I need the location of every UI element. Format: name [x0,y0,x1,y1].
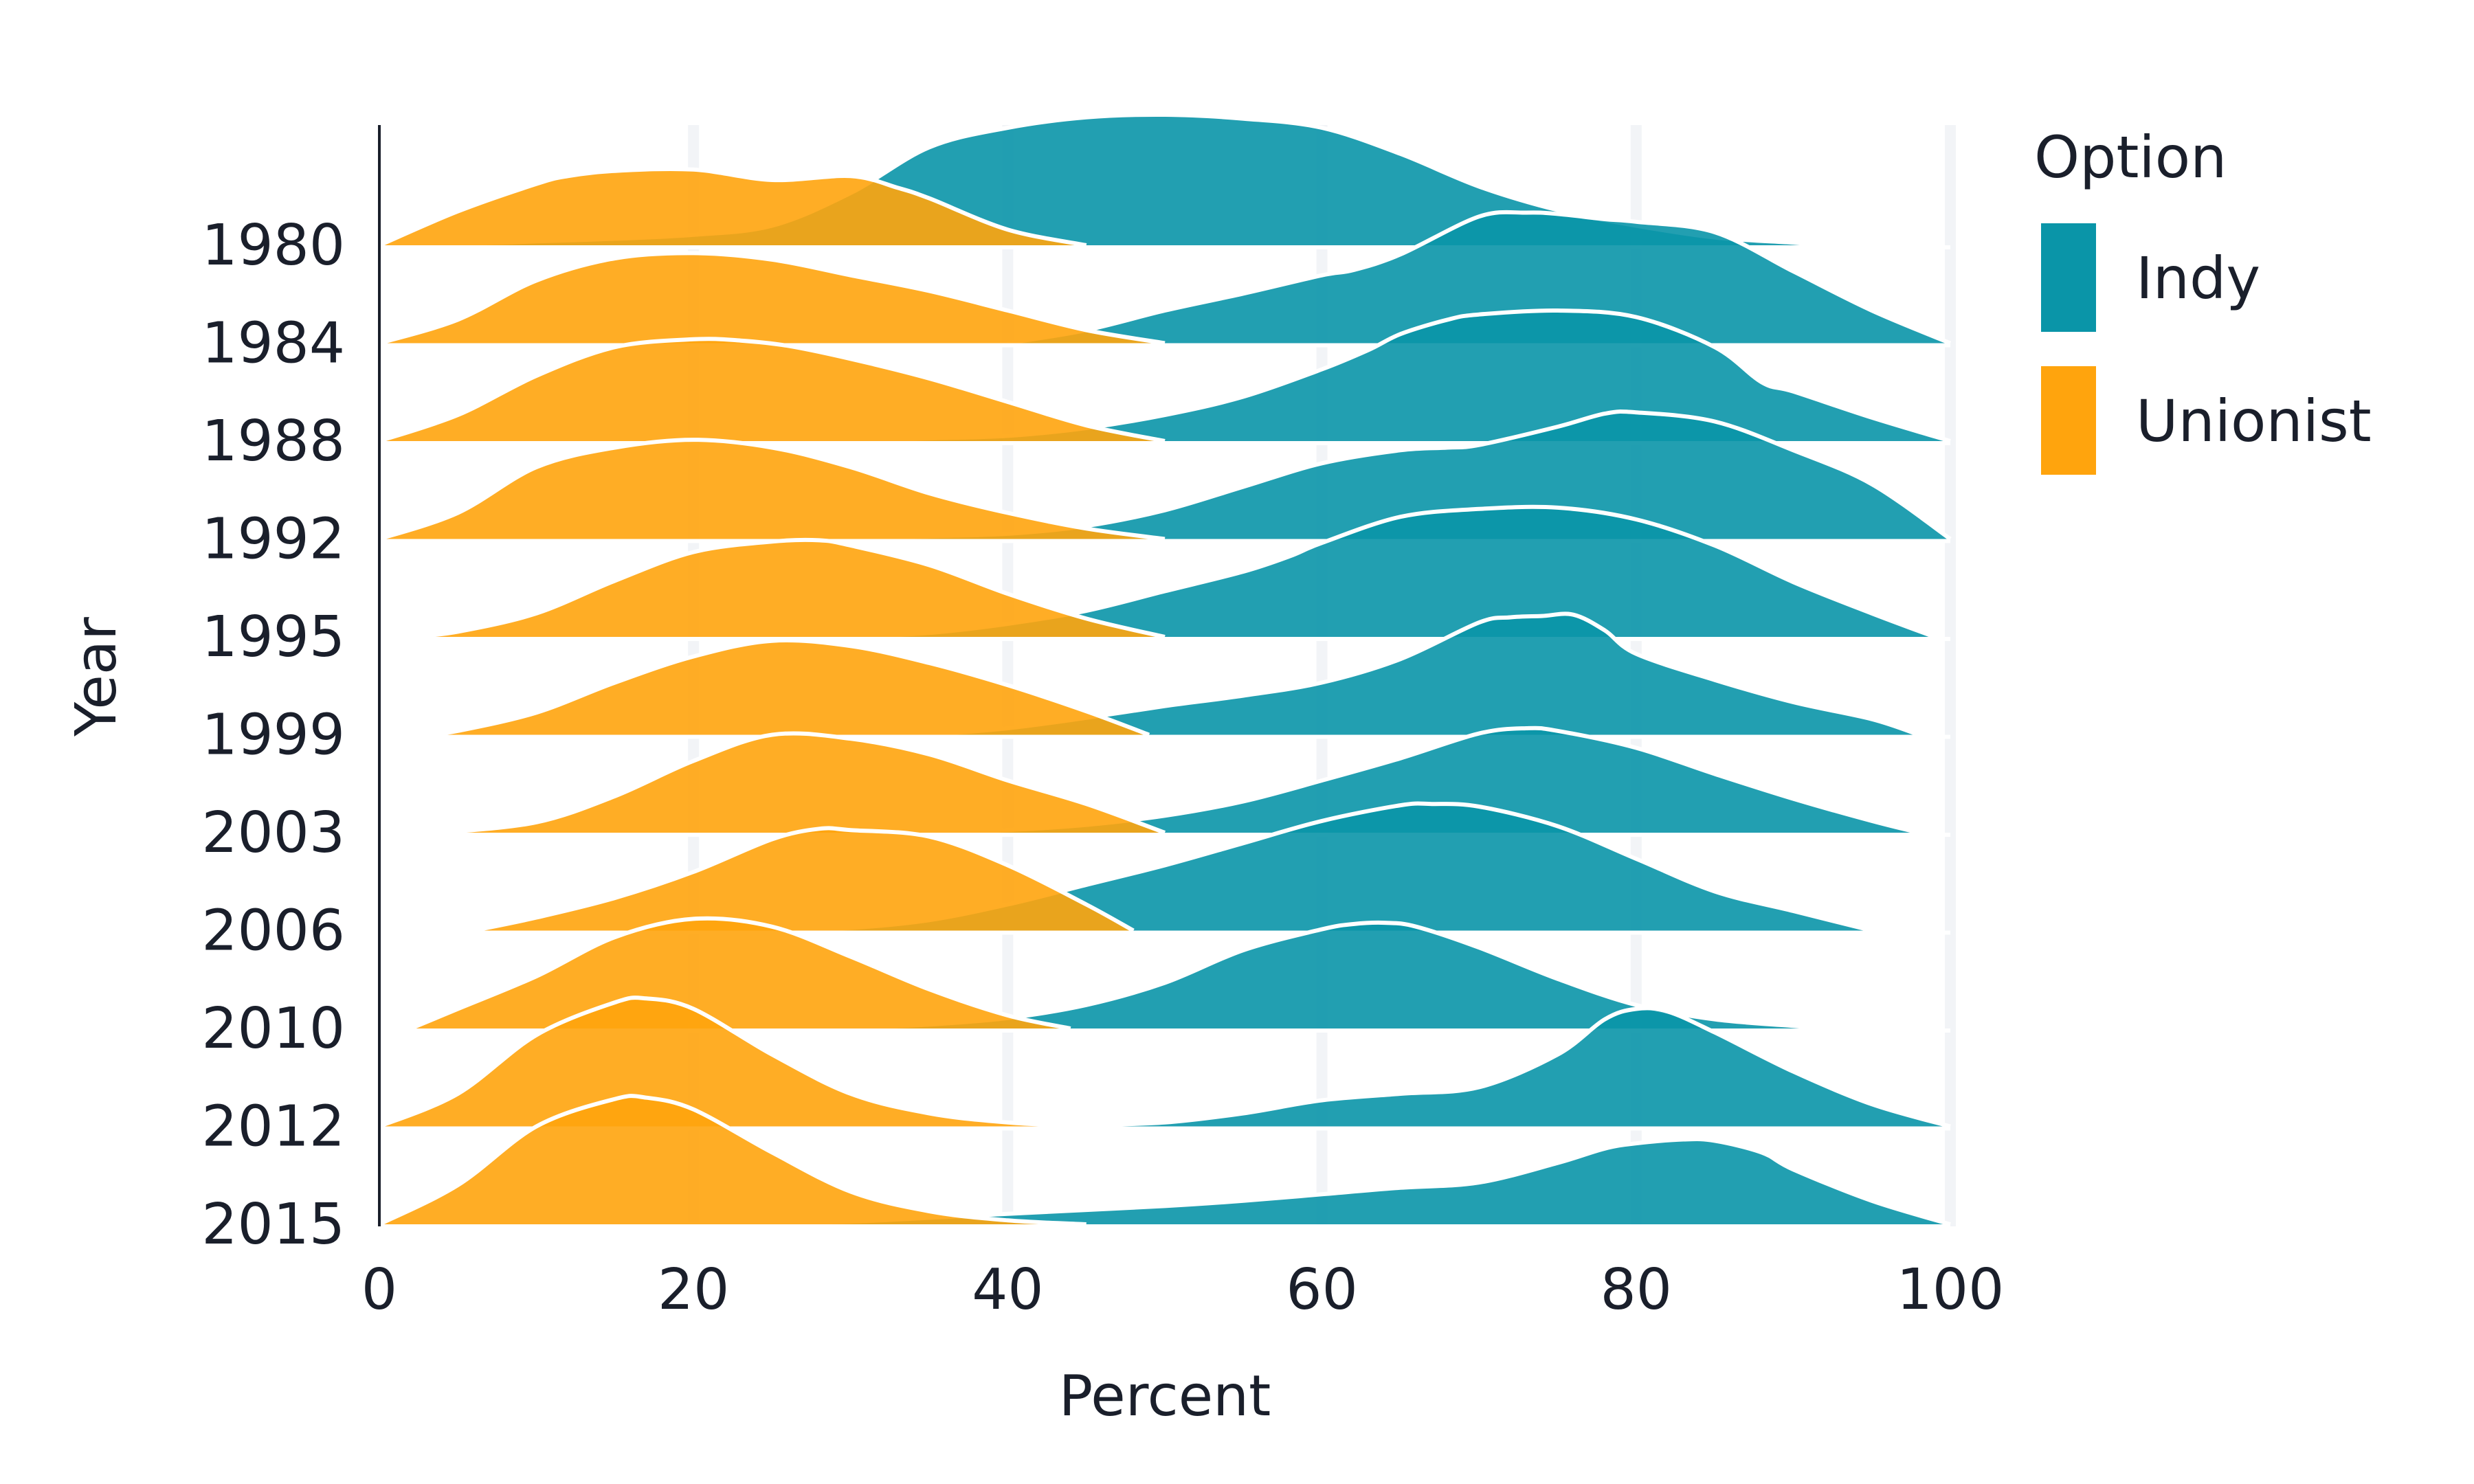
ridge-area-indy-1988 [850,310,1950,441]
x-tick-label: 40 [972,1257,1043,1323]
y-tick-label: 1988 [201,409,345,474]
ridge-area-unionist-2003 [442,733,1165,833]
legend: Option Indy Unionist [2034,124,2372,475]
x-tick-label: 80 [1601,1257,1672,1323]
ridge-area-unionist-1980 [379,168,1086,245]
ridge-area-indy-1984 [1007,212,1950,344]
y-tick-label: 2003 [201,800,345,866]
ridge-outline-unionist-1995 [410,537,1166,639]
ridge-outline-unionist-1984 [379,251,1166,346]
legend-label-unionist: Unionist [2136,387,2372,455]
y-tick-label: 2010 [201,996,345,1061]
legend-label-indy: Indy [2136,245,2260,312]
ridge-area-indy-1992 [850,412,1950,539]
ridge-outline-indy-2012 [1007,1006,1951,1129]
ridge-group-1999 [379,611,1950,739]
ridge-outline-unionist-2015 [378,1094,1086,1226]
legend-title: Option [2034,124,2227,191]
ridge-area-unionist-2012 [379,998,1086,1127]
ridge-area-indy-2003 [929,728,1919,833]
x-tick-label: 20 [658,1257,729,1323]
ridge-area-indy-1980 [426,114,1825,245]
x-tick-labels: 0 20 40 60 80 100 [361,1257,2004,1323]
ridge-area-unionist-2006 [473,828,1134,931]
legend-swatch-indy [2041,223,2096,332]
x-axis-title: Percent [1059,1364,1271,1429]
ridge-area-unionist-2015 [379,1096,1086,1224]
ridge-outline-unionist-1988 [379,337,1166,443]
ridge-area-unionist-1988 [379,339,1165,441]
ridge-group-2006 [379,801,1950,935]
ridge-outline-unionist-1999 [426,638,1150,737]
y-tick-label: 2015 [201,1192,345,1257]
ridge-outline-indy-1984 [1007,210,1952,346]
ridge-area-indy-2015 [662,1138,1950,1224]
y-axis-title: Year [64,617,129,737]
y-tick-label: 1980 [201,213,345,278]
legend-swatch-unionist [2041,366,2096,475]
ridge-outline-indy-1999 [928,611,1920,737]
y-tick-label: 1984 [201,311,345,376]
y-tick-label: 1999 [201,703,345,768]
ridge-area-unionist-1992 [379,440,1165,539]
y-tick-label: 1992 [201,507,345,572]
y-tick-label: 1995 [201,605,345,670]
ridge-group-1995 [379,504,1950,641]
ridge-outline-unionist-2010 [410,916,1071,1031]
ridge-area-unionist-1995 [410,539,1166,637]
ridge-group-1992 [379,409,1952,543]
ridges [378,112,1952,1228]
ridge-outline-unionist-1980 [378,166,1087,247]
ridge-group-2003 [379,726,1950,837]
ridge-area-indy-2012 [1007,1008,1950,1127]
x-tick-label: 0 [361,1257,397,1323]
ridge-outline-unionist-1992 [379,438,1166,541]
ridge-outline-unionist-2006 [473,826,1135,933]
ridge-area-unionist-1984 [379,253,1165,344]
ridge-area-unionist-1999 [426,640,1150,735]
x-tick-label: 100 [1897,1257,2005,1323]
ridge-outline-unionist-2003 [442,731,1166,835]
y-tick-label: 2012 [201,1094,345,1160]
ridge-outline-unionist-2012 [378,996,1086,1129]
x-tick-label: 60 [1286,1257,1357,1323]
y-tick-label: 2006 [201,899,345,964]
ridge-area-unionist-2010 [410,918,1071,1028]
ridge-area-indy-2010 [850,922,1825,1028]
y-tick-labels: 1980 1984 1988 1992 1995 1999 2003 2006 2010 2012… [201,213,345,1257]
ridge-group-1984 [379,210,1952,348]
ridge-group-2015 [378,1094,1951,1228]
